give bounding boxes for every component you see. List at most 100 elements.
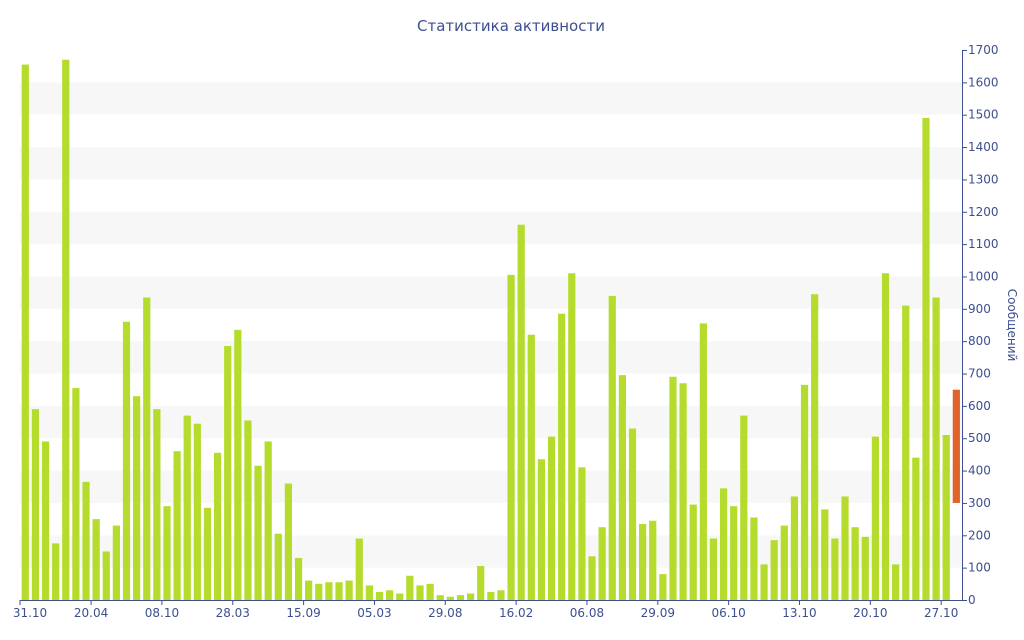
bar xyxy=(558,313,566,600)
bar xyxy=(446,596,454,600)
bar xyxy=(477,566,485,600)
y-tick-label: 800 xyxy=(968,334,991,348)
bar xyxy=(790,496,799,600)
bar xyxy=(416,585,424,600)
bar xyxy=(345,580,353,600)
bar xyxy=(497,590,505,600)
bar xyxy=(213,452,222,600)
grid-band xyxy=(20,147,962,180)
bar xyxy=(41,441,50,600)
y-tick-label: 700 xyxy=(968,367,991,381)
y-tick-label: 1200 xyxy=(968,205,999,219)
x-tick-label: 29.09 xyxy=(641,606,675,620)
grid-band xyxy=(20,405,962,439)
grid-bands xyxy=(20,82,962,568)
highlight-bar xyxy=(952,389,960,503)
bar xyxy=(699,323,707,600)
bars-group xyxy=(21,59,960,600)
bar xyxy=(821,509,829,600)
x-axis-ticks: 31.10 20.04 08.10 28.03 15.09 05.03 29.08 16.02… xyxy=(13,600,958,620)
x-tick-label: 06.08 xyxy=(570,606,604,620)
y-tick-label: 1700 xyxy=(968,43,999,57)
bar xyxy=(21,64,29,600)
bar xyxy=(639,523,647,600)
x-tick-label: 15.09 xyxy=(286,606,320,620)
bar xyxy=(82,481,90,600)
bar xyxy=(588,556,596,600)
bar xyxy=(659,574,667,600)
bar xyxy=(315,583,323,600)
bar xyxy=(305,580,313,600)
bar xyxy=(335,582,343,600)
bar xyxy=(456,595,465,600)
y-tick-label: 400 xyxy=(968,464,991,478)
bar xyxy=(386,590,394,600)
bar xyxy=(730,506,738,600)
bar xyxy=(143,297,151,600)
grid-band xyxy=(20,470,962,503)
bar xyxy=(62,59,70,600)
bar xyxy=(800,384,809,600)
bar xyxy=(133,396,141,600)
bar xyxy=(466,593,475,600)
y-tick-label: 1300 xyxy=(968,172,999,186)
grid-band xyxy=(20,82,962,115)
bar xyxy=(679,383,687,600)
bar xyxy=(689,504,697,600)
bar xyxy=(365,585,373,600)
y-tick-label: 300 xyxy=(968,496,991,510)
bar xyxy=(760,564,768,600)
bar xyxy=(780,525,788,600)
x-tick-label: 20.10 xyxy=(853,606,887,620)
bar xyxy=(841,496,849,600)
y-tick-label: 900 xyxy=(968,302,991,316)
bar xyxy=(294,557,303,600)
bar xyxy=(163,506,171,600)
grid-band xyxy=(20,535,962,568)
y-tick-label: 0 xyxy=(968,593,976,607)
bar xyxy=(92,519,100,600)
grid-band xyxy=(20,276,962,309)
y-tick-label: 1100 xyxy=(968,237,999,251)
y-tick-label: 100 xyxy=(968,561,991,575)
bar xyxy=(527,334,535,600)
bar xyxy=(244,420,252,600)
bar xyxy=(578,467,586,600)
bar xyxy=(750,517,758,600)
y-tick-label: 1400 xyxy=(968,140,999,154)
bar xyxy=(669,376,677,600)
bar xyxy=(254,465,262,600)
x-tick-label: 31.10 xyxy=(13,606,47,620)
bar xyxy=(598,527,606,600)
bar xyxy=(649,520,657,600)
bar xyxy=(274,533,282,600)
bar xyxy=(892,564,900,600)
bar xyxy=(537,459,546,600)
bar xyxy=(851,527,859,600)
y-tick-label: 200 xyxy=(968,528,991,542)
x-tick-label: 05.03 xyxy=(357,606,391,620)
bar xyxy=(102,551,110,600)
bar xyxy=(871,436,879,600)
bar xyxy=(396,593,404,600)
bar xyxy=(436,595,444,600)
y-axis-label: Сообщений xyxy=(1005,289,1019,362)
y-tick-label: 1000 xyxy=(968,269,999,283)
bar xyxy=(922,117,930,600)
x-tick-label: 29.08 xyxy=(428,606,462,620)
x-tick-label: 28.03 xyxy=(216,606,250,620)
bar xyxy=(52,543,60,600)
bar xyxy=(507,274,515,600)
bar xyxy=(426,583,434,600)
bar xyxy=(224,346,232,600)
bar xyxy=(122,321,131,600)
bar xyxy=(355,538,363,600)
x-tick-label: 13.10 xyxy=(782,606,816,620)
bar xyxy=(902,305,910,600)
bar xyxy=(770,540,778,600)
bar xyxy=(618,375,626,600)
bar xyxy=(375,591,384,600)
bar xyxy=(912,457,920,600)
